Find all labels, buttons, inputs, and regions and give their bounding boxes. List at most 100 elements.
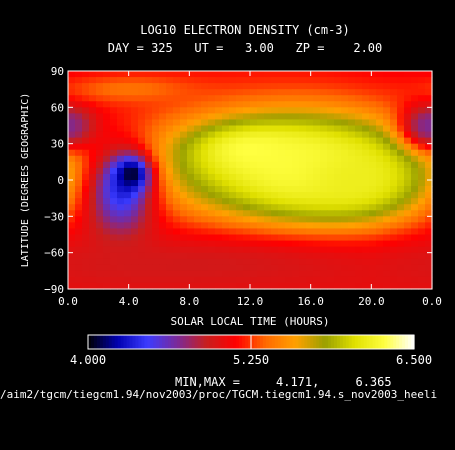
- heatmap-cell: [180, 252, 188, 260]
- heatmap-cell: [292, 222, 300, 230]
- heatmap-cell: [418, 149, 426, 157]
- file-path: /aim2/tgcm/tiegcm1.94/nov2003/proc/TGCM.…: [0, 388, 438, 401]
- heatmap-cell: [250, 155, 258, 163]
- heatmap-cell: [187, 125, 195, 133]
- colorbar-cell: [390, 335, 394, 349]
- heatmap-cell: [355, 173, 363, 181]
- heatmap-cell: [222, 222, 230, 230]
- heatmap-cell: [110, 167, 118, 175]
- heatmap-cell: [369, 83, 377, 90]
- heatmap-cell: [138, 125, 146, 133]
- colorbar-cell: [209, 335, 214, 349]
- heatmap-cell: [110, 204, 118, 211]
- heatmap-cell: [145, 222, 153, 230]
- heatmap-cell: [355, 210, 363, 217]
- heatmap-cell: [355, 216, 363, 223]
- heatmap-cell: [89, 252, 97, 260]
- heatmap-cell: [355, 113, 363, 121]
- heatmap-cell: [376, 282, 384, 290]
- heatmap-cell: [264, 161, 272, 169]
- heatmap-cell: [229, 198, 237, 205]
- heatmap-cell: [383, 240, 391, 248]
- heatmap-cell: [145, 77, 153, 84]
- heatmap-cell: [257, 173, 265, 181]
- heatmap-cell: [75, 270, 83, 278]
- heatmap-cell: [117, 143, 125, 151]
- heatmap-cell: [411, 204, 419, 211]
- heatmap-cell: [250, 143, 258, 151]
- heatmap-cell: [138, 89, 146, 96]
- heatmap-cell: [229, 186, 237, 193]
- heatmap-cell: [68, 234, 76, 242]
- heatmap-cell: [68, 137, 76, 145]
- heatmap-cell: [68, 180, 76, 187]
- heatmap-cell: [299, 107, 307, 114]
- heatmap-cell: [404, 107, 412, 114]
- heatmap-cell: [383, 198, 391, 205]
- heatmap-cell: [152, 71, 160, 78]
- heatmap-cell: [152, 83, 160, 90]
- colorbar-cell: [399, 335, 403, 349]
- heatmap-cell: [390, 113, 398, 121]
- heatmap-cell: [68, 222, 76, 230]
- colorbar-cell: [345, 335, 350, 349]
- heatmap-cell: [117, 282, 125, 290]
- heatmap-cell: [229, 149, 237, 157]
- heatmap-cell: [173, 186, 181, 193]
- heatmap-cell: [68, 210, 76, 217]
- colorbar-cell: [120, 335, 125, 349]
- heatmap-cell: [376, 186, 384, 193]
- heatmap-cell: [383, 95, 391, 102]
- heatmap-cell: [68, 71, 76, 78]
- heatmap-cell: [166, 167, 174, 175]
- colorbar-cell: [206, 335, 211, 349]
- heatmap-cell: [173, 234, 181, 242]
- heatmap-cell: [68, 240, 76, 248]
- heatmap-cell: [313, 131, 321, 139]
- heatmap-cell: [236, 119, 244, 127]
- colorbar-cell: [328, 335, 332, 349]
- heatmap-cell: [68, 252, 76, 260]
- heatmap-cell: [362, 143, 370, 151]
- heatmap-cell: [362, 246, 370, 254]
- heatmap-cell: [243, 180, 251, 187]
- heatmap-cell: [250, 204, 258, 211]
- heatmap-cell: [292, 180, 300, 187]
- heatmap-cell: [138, 234, 146, 242]
- heatmap-cell: [299, 282, 307, 290]
- heatmap-cell: [110, 246, 118, 254]
- heatmap-cell: [390, 198, 398, 205]
- colorbar-cell: [331, 335, 335, 349]
- heatmap-cell: [355, 167, 363, 175]
- heatmap-cell: [320, 210, 328, 217]
- heatmap-cell: [166, 173, 174, 181]
- heatmap-cell: [341, 186, 349, 193]
- heatmap-cell: [110, 270, 118, 278]
- colorbar-cell: [274, 335, 279, 349]
- heatmap-cell: [243, 204, 251, 211]
- heatmap-cell: [418, 83, 426, 90]
- heatmap-cell: [103, 252, 111, 260]
- heatmap-cell: [243, 149, 251, 157]
- heatmap-cell: [257, 161, 265, 169]
- colorbar-cell: [144, 335, 148, 349]
- heatmap-cell: [376, 143, 384, 151]
- heatmap-cell: [96, 131, 104, 139]
- heatmap-cell: [131, 101, 139, 108]
- heatmap-cell: [355, 155, 363, 163]
- heatmap-cell: [369, 216, 377, 223]
- heatmap-cell: [187, 246, 195, 254]
- colorbar-cell: [153, 335, 157, 349]
- heatmap-cell: [131, 137, 139, 145]
- heatmap-cell: [278, 186, 286, 193]
- heatmap-cell: [264, 276, 272, 284]
- heatmap-cell: [152, 137, 160, 145]
- heatmap-cell: [411, 167, 419, 175]
- heatmap-cell: [138, 216, 146, 223]
- heatmap-cell: [110, 173, 118, 181]
- heatmap-cell: [243, 83, 251, 90]
- heatmap-cell: [257, 228, 265, 236]
- heatmap-cell: [397, 210, 405, 217]
- heatmap-cell: [383, 258, 391, 266]
- heatmap-cell: [75, 95, 83, 102]
